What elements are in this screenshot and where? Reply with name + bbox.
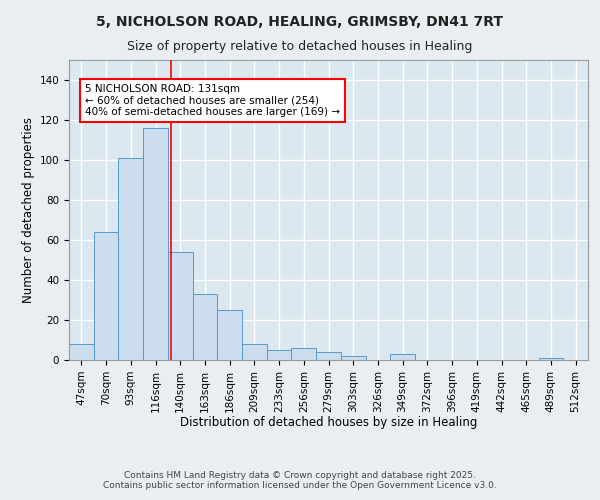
Text: 5 NICHOLSON ROAD: 131sqm
← 60% of detached houses are smaller (254)
40% of semi-: 5 NICHOLSON ROAD: 131sqm ← 60% of detach… [85,84,340,117]
Text: 5, NICHOLSON ROAD, HEALING, GRIMSBY, DN41 7RT: 5, NICHOLSON ROAD, HEALING, GRIMSBY, DN4… [97,15,503,29]
Bar [118,158,143,360]
Bar [341,356,365,360]
Bar [143,128,168,360]
Bar [193,294,217,360]
Bar [69,344,94,360]
Bar [390,354,415,360]
Bar [539,358,563,360]
Bar [267,350,292,360]
Y-axis label: Number of detached properties: Number of detached properties [22,117,35,303]
Text: Size of property relative to detached houses in Healing: Size of property relative to detached ho… [127,40,473,53]
X-axis label: Distribution of detached houses by size in Healing: Distribution of detached houses by size … [180,416,477,429]
Bar [217,310,242,360]
Bar [94,232,118,360]
Bar [168,252,193,360]
Bar [316,352,341,360]
Text: Contains HM Land Registry data © Crown copyright and database right 2025.
Contai: Contains HM Land Registry data © Crown c… [103,470,497,490]
Bar [242,344,267,360]
Bar [292,348,316,360]
